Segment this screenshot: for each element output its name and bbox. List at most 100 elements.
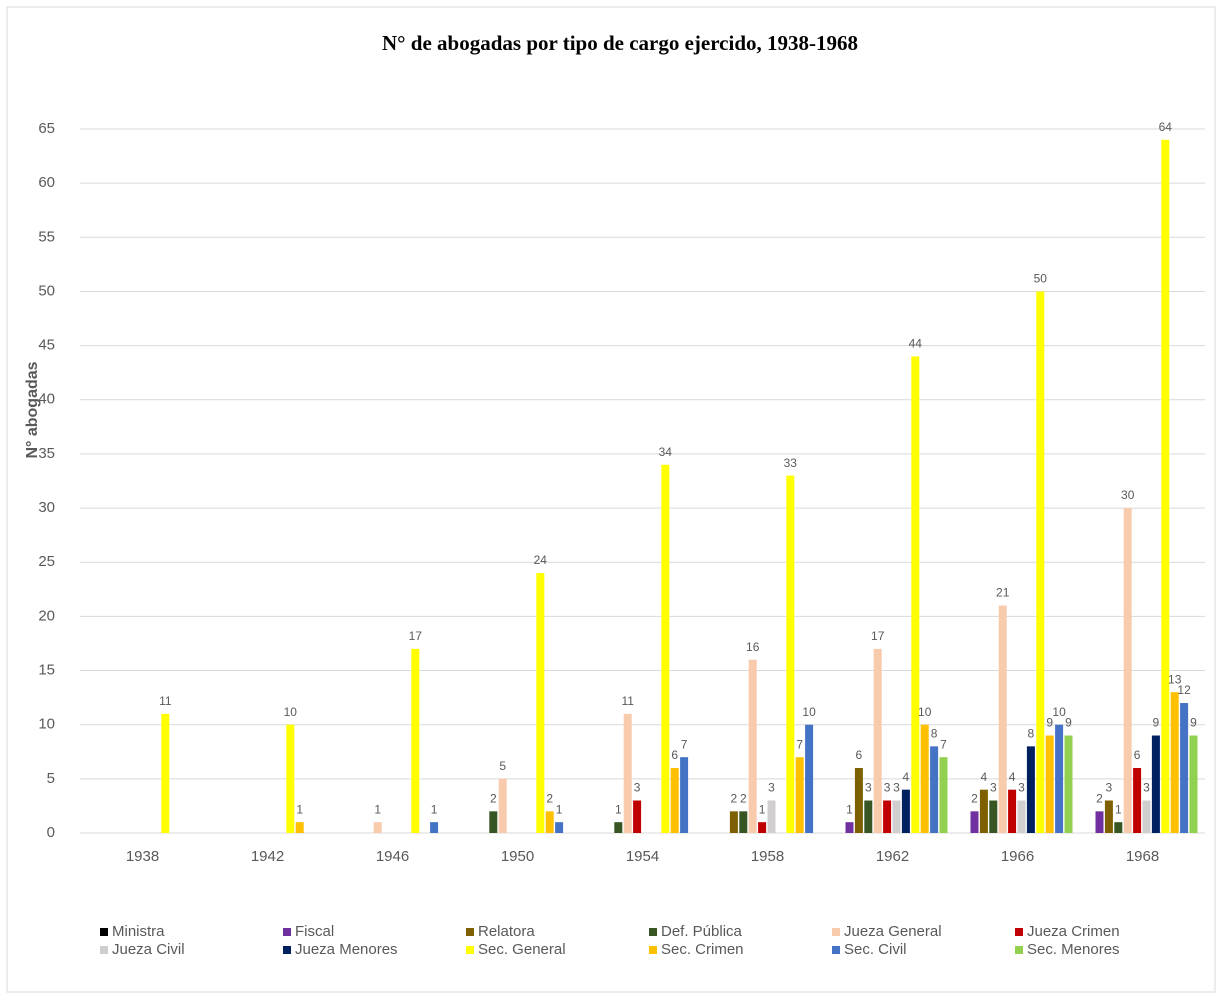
legend-label: Sec. General [478,941,566,958]
bar [1017,800,1026,833]
legend-label: Jueza Menores [295,941,398,958]
bar [1045,735,1054,833]
legend-swatch [649,928,657,936]
bar [786,475,795,833]
bar [739,811,748,833]
bar [1104,800,1113,833]
bar [1161,139,1170,834]
bar [1189,735,1198,833]
data-label: 13 [1168,672,1182,686]
legend-label: Jueza Civil [112,941,185,958]
data-label: 17 [409,629,423,643]
y-tick-label: 40 [38,391,55,408]
bar [614,822,623,833]
legend-swatch [832,946,840,954]
legend-swatch [100,946,108,954]
bar [545,811,554,833]
bar [555,822,564,833]
data-label: 10 [802,705,816,719]
bar [970,811,979,833]
bar [758,822,767,833]
data-label: 50 [1034,272,1048,286]
chart-border [6,6,1216,993]
bar [295,822,304,833]
y-tick-label: 20 [38,607,55,624]
y-tick-label: 55 [38,228,55,245]
data-label: 34 [659,445,673,459]
x-tick-label: 1968 [1126,848,1159,865]
data-label: 8 [1028,727,1035,741]
bar [911,356,920,833]
data-label: 4 [981,770,988,784]
bar [748,659,757,833]
bar [489,811,498,833]
bar [939,757,948,833]
data-label: 17 [871,629,885,643]
legend-label: Def. Pública [661,923,743,940]
bar [1114,822,1123,833]
legend-swatch [283,928,291,936]
bar [1133,768,1142,833]
bar [998,605,1007,833]
bar [1055,724,1064,833]
data-label: 6 [856,748,863,762]
bar [873,648,882,833]
bar [864,800,873,833]
bar [1123,508,1132,833]
x-tick-label: 1958 [751,848,784,865]
bar [670,768,679,833]
data-label: 1 [759,802,766,816]
data-label: 4 [1009,770,1016,784]
legend-label: Fiscal [295,923,334,940]
data-label: 9 [1046,716,1053,730]
data-label: 2 [1096,792,1103,806]
bar [805,724,814,833]
data-label: 9 [1190,716,1197,730]
bar [1142,800,1151,833]
data-label: 2 [546,792,553,806]
data-label: 11 [159,694,172,708]
data-label: 1 [374,802,381,816]
legend-swatch [466,946,474,954]
bar [795,757,804,833]
data-label: 1 [296,802,303,816]
data-label: 3 [1018,781,1025,795]
data-label: 10 [1052,705,1066,719]
data-label: 3 [865,781,872,795]
legend-swatch [1015,928,1023,936]
bar [845,822,854,833]
y-axis-label: N° abogadas [24,361,41,458]
x-tick-label: 1938 [126,848,159,865]
x-tick-label: 1950 [501,848,534,865]
bar [430,822,439,833]
bar [1036,291,1045,833]
legend-label: Ministra [112,923,165,940]
data-label: 7 [681,737,688,751]
y-tick-label: 30 [38,499,55,516]
data-label: 3 [1143,781,1150,795]
x-tick-label: 1954 [626,848,659,865]
y-tick-label: 15 [38,662,55,679]
data-label: 6 [671,748,678,762]
data-label: 9 [1065,716,1072,730]
data-label: 6 [1134,748,1141,762]
bar [1064,735,1073,833]
bar [1008,789,1017,833]
bar [661,464,670,833]
legend-label: Sec. Civil [844,941,907,958]
y-tick-label: 50 [38,282,55,299]
legend-label: Relatora [478,923,535,940]
data-label: 64 [1159,120,1173,134]
bar [411,648,420,833]
bar [920,724,929,833]
legend-label: Jueza General [844,923,942,940]
data-label: 21 [996,586,1010,600]
bar [536,573,545,833]
x-tick-label: 1962 [876,848,909,865]
y-tick-label: 35 [38,445,55,462]
legend-label: Jueza Crimen [1027,923,1120,940]
bar [373,822,382,833]
data-label: 3 [1106,781,1113,795]
chart-title: N° de abogadas por tipo de cargo ejercid… [382,31,858,55]
